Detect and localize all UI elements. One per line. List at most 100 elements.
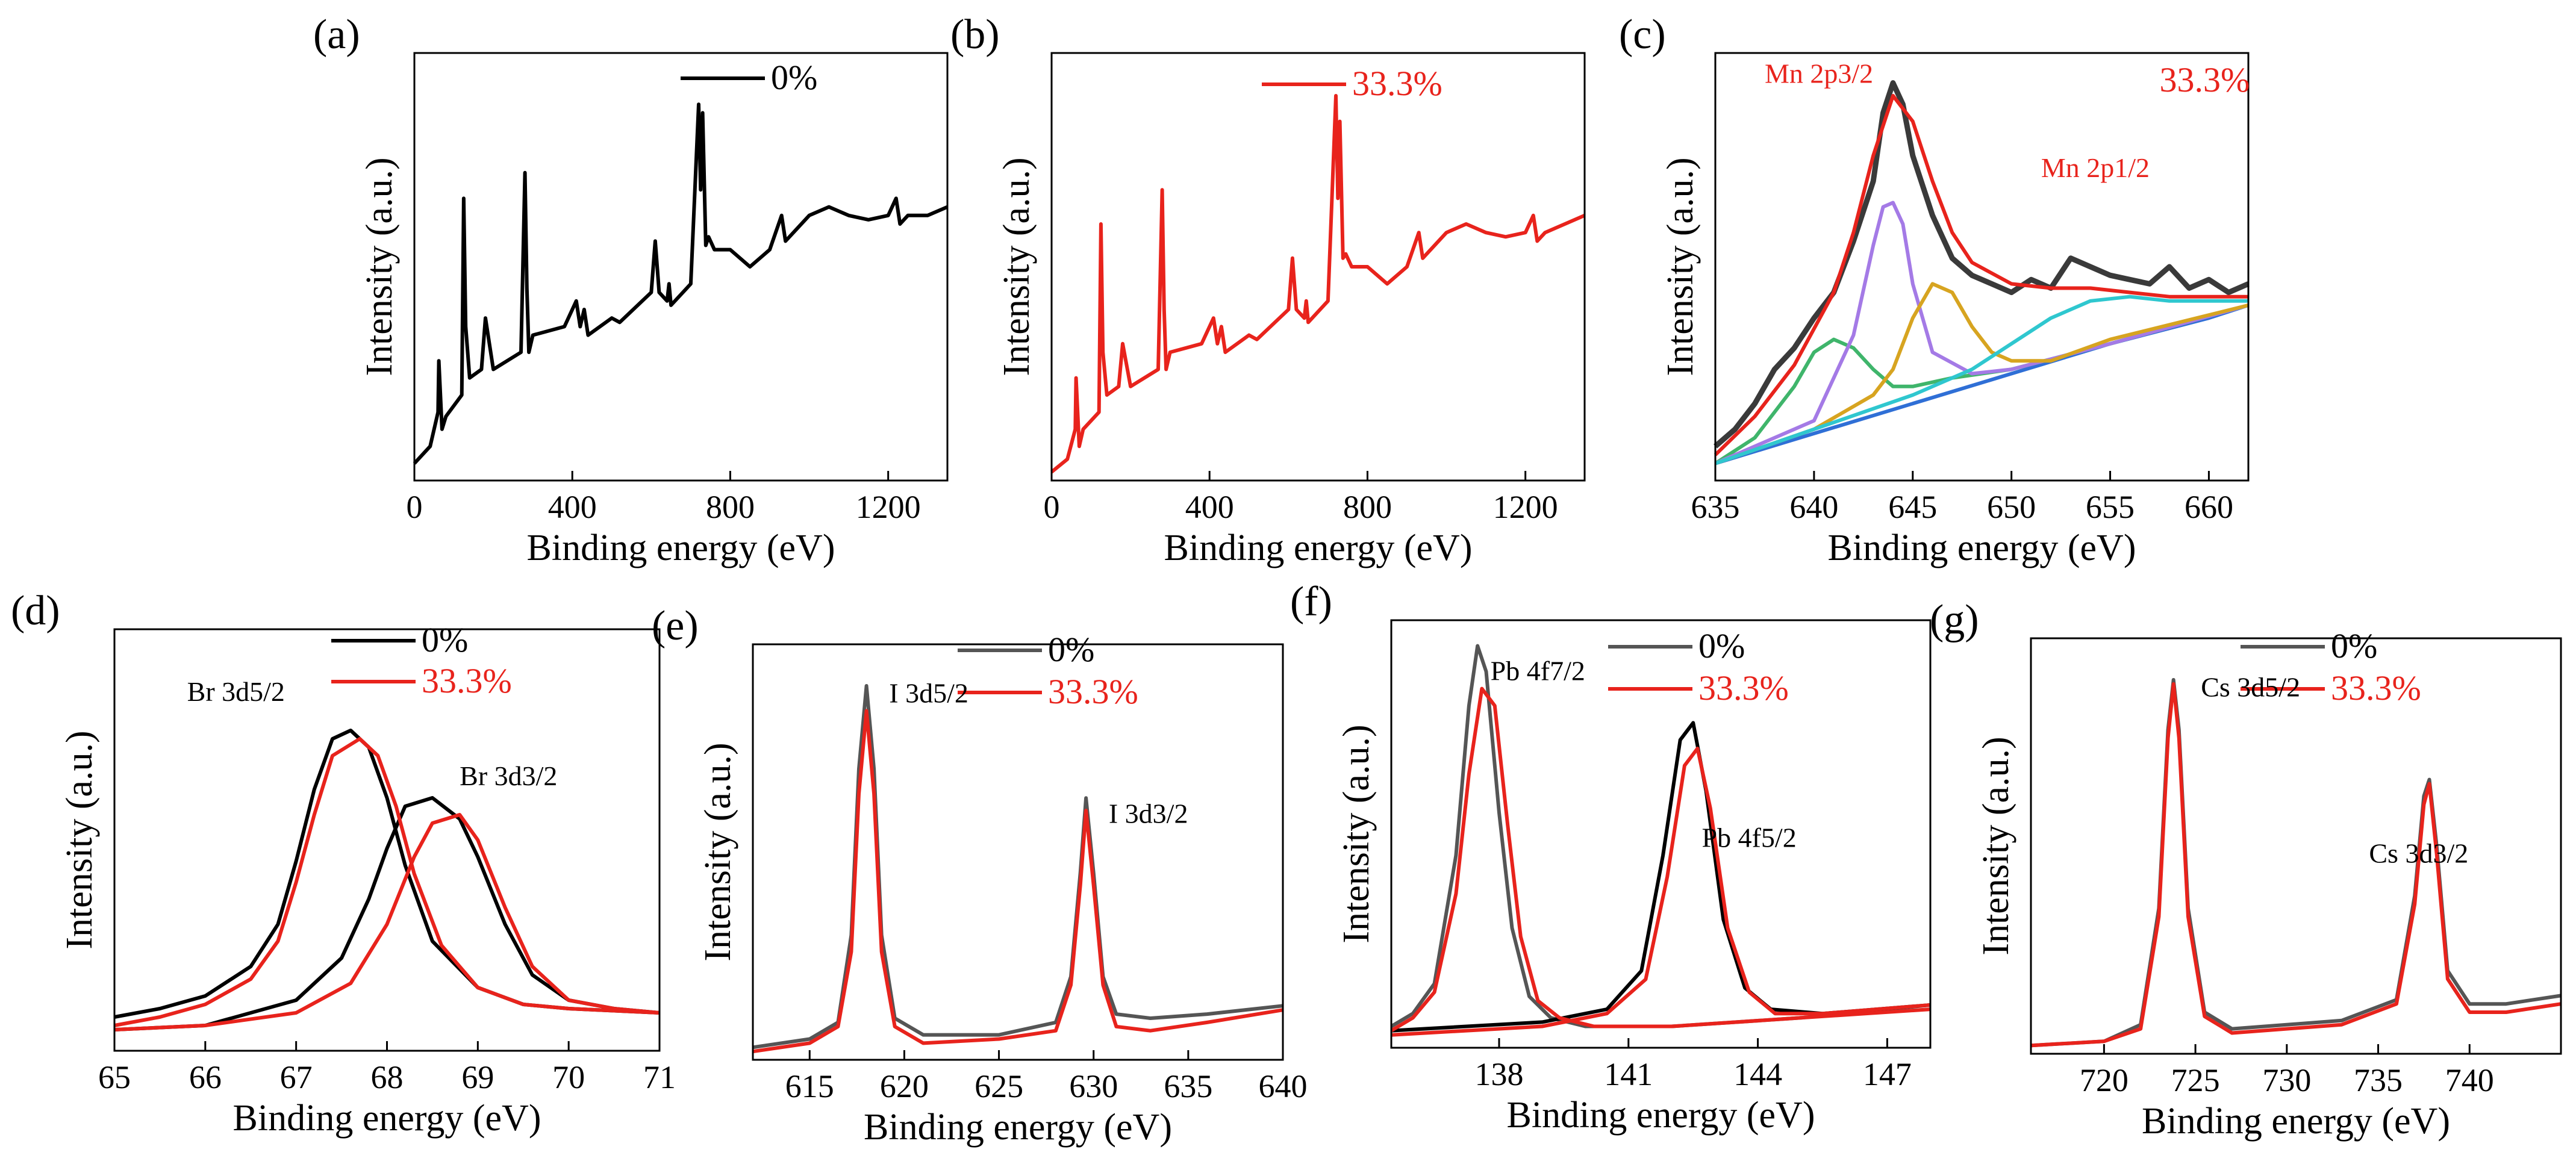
x-tick-label-g-3: 735 <box>2354 1062 2403 1098</box>
legend-label-f-0: 0% <box>1698 626 1745 665</box>
annotation-f-0: Pb 4f7/2 <box>1491 655 1585 686</box>
x-axis-title-f: Binding energy (eV) <box>1507 1095 1815 1136</box>
x-tick-label-f-3: 147 <box>1863 1056 1912 1092</box>
x-tick-label-d-6: 71 <box>643 1059 676 1095</box>
x-tick-label-g-1: 725 <box>2171 1062 2220 1098</box>
x-tick-label-b-0: 0 <box>1044 489 1060 525</box>
x-tick-label-e-0: 615 <box>785 1068 834 1104</box>
series-line-c-0 <box>1714 80 2250 449</box>
x-tick-label-c-2: 645 <box>1888 489 1937 525</box>
legend-label-d-0: 0% <box>422 620 468 659</box>
x-tick-label-e-5: 640 <box>1259 1068 1308 1104</box>
series-line-d-0 <box>114 729 660 1019</box>
panel-label-b: (b) <box>950 11 1000 58</box>
series-line-d-2 <box>114 737 660 1027</box>
x-axis-title-c: Binding energy (eV) <box>1828 527 2136 568</box>
x-axis-title-d: Binding energy (eV) <box>233 1098 541 1139</box>
series-line-f-3 <box>1391 747 1931 1037</box>
annotation-e-0: I 3d5/2 <box>889 678 968 709</box>
x-axis-title-e: Binding energy (eV) <box>864 1107 1172 1148</box>
panel-c: 635 640 645 650 655 660 Binding energy (eV) Int… <box>1619 11 2250 568</box>
legend-label-g-0: 0% <box>2331 626 2377 665</box>
legend-label-e-0: 0% <box>1048 630 1094 669</box>
panel-a: 0 400 800 1200 Binding energy (eV) Intensity … <box>313 11 949 568</box>
panel-label-c: (c) <box>1619 11 1666 58</box>
plot-frame-g <box>2030 637 2562 1055</box>
panel-label-e: (e) <box>652 603 699 649</box>
panel-label-g: (g) <box>1930 597 1979 643</box>
y-axis-title-a: Intensity (a.u.) <box>359 157 400 376</box>
x-tick-label-e-1: 620 <box>880 1068 929 1104</box>
panel-e: 615 620 625 630 635 640 Binding energy (eV) Int… <box>652 603 1308 1148</box>
x-tick-label-b-1: 400 <box>1185 489 1234 525</box>
series-line-f-1 <box>1391 721 1931 1033</box>
x-tick-label-f-1: 141 <box>1604 1056 1653 1092</box>
annotation-g-1: Cs 3d3/2 <box>2369 838 2468 869</box>
series-line-f-0 <box>1390 644 1931 1028</box>
panel-b: 0 400 800 1200 Binding energy (eV) Intensity … <box>950 11 1586 568</box>
x-tick-label-g-4: 740 <box>2445 1062 2494 1098</box>
x-tick-label-d-0: 65 <box>98 1059 131 1095</box>
x-tick-label-e-2: 625 <box>975 1068 1023 1104</box>
series-line-g-0 <box>2030 678 2562 1048</box>
legend-label-f-1: 33.3% <box>1698 668 1789 708</box>
series-line-g-1 <box>2030 682 2562 1048</box>
series-line-c-5 <box>1715 282 2249 465</box>
legend-label-a-0: 0% <box>771 58 817 97</box>
y-axis-title-b: Intensity (a.u.) <box>996 157 1037 376</box>
annotation-c-1: Mn 2p1/2 <box>2041 152 2150 183</box>
series-line-c-6 <box>1715 294 2248 465</box>
annotation-e-1: I 3d3/2 <box>1109 798 1188 829</box>
legend-label-d-1: 33.3% <box>422 661 512 700</box>
annotation-d-0: Br 3d5/2 <box>187 676 285 707</box>
y-axis-title-e: Intensity (a.u.) <box>697 742 738 961</box>
y-axis-title-d: Intensity (a.u.) <box>59 730 100 949</box>
x-tick-label-b-3: 1200 <box>1493 489 1558 525</box>
annotation-f-1: Pb 4f5/2 <box>1702 822 1797 853</box>
x-tick-label-c-5: 660 <box>2185 489 2233 525</box>
y-axis-title-g: Intensity (a.u.) <box>1976 736 2016 955</box>
panel-label-d: (d) <box>11 588 60 634</box>
x-tick-label-e-4: 635 <box>1164 1068 1212 1104</box>
plot-frame-f <box>1390 619 1932 1049</box>
legend-label-e-1: 33.3% <box>1048 672 1138 711</box>
x-tick-label-g-2: 730 <box>2262 1062 2311 1098</box>
annotation-c-2: 33.3% <box>2160 60 2250 99</box>
series-line-e-0 <box>752 684 1283 1050</box>
x-tick-label-e-3: 630 <box>1069 1068 1118 1104</box>
x-tick-label-d-5: 70 <box>552 1059 585 1095</box>
x-tick-label-a-1: 400 <box>548 489 597 525</box>
x-tick-label-c-1: 640 <box>1789 489 1838 525</box>
annotation-g-0: Cs 3d5/2 <box>2201 672 2300 703</box>
x-tick-label-a-2: 800 <box>706 489 755 525</box>
x-tick-label-d-4: 69 <box>461 1059 494 1095</box>
panel-label-f: (f) <box>1290 579 1332 625</box>
series-line-c-4 <box>1714 201 2249 465</box>
series-line-e-1 <box>752 709 1283 1054</box>
panel-f: 138 141 144 147 Binding energy (eV) Intensity… <box>1290 579 1932 1136</box>
annotation-c-0: Mn 2p3/2 <box>1765 58 1873 89</box>
x-axis-title-g: Binding energy (eV) <box>2142 1101 2450 1142</box>
legend-label-b-0: 33.3% <box>1352 64 1442 103</box>
y-axis-title-c: Intensity (a.u.) <box>1660 157 1701 376</box>
plot-frame-a <box>413 52 949 482</box>
series-line-f-2 <box>1390 686 1931 1033</box>
x-tick-label-c-3: 650 <box>1987 489 2036 525</box>
x-tick-label-c-4: 655 <box>2086 489 2135 525</box>
x-tick-label-b-2: 800 <box>1343 489 1392 525</box>
x-tick-label-f-0: 138 <box>1475 1056 1524 1092</box>
x-tick-label-g-0: 720 <box>2080 1062 2128 1098</box>
x-tick-label-f-2: 144 <box>1733 1056 1782 1092</box>
x-tick-label-d-2: 67 <box>280 1059 313 1095</box>
x-tick-label-c-0: 635 <box>1691 489 1740 525</box>
annotation-d-1: Br 3d3/2 <box>460 761 557 791</box>
x-tick-label-d-1: 66 <box>189 1059 222 1095</box>
x-tick-label-a-3: 1200 <box>856 489 921 525</box>
plot-frame-e <box>752 643 1284 1061</box>
series-line-b-0 <box>1050 94 1586 474</box>
panel-label-a: (a) <box>313 11 360 58</box>
plot-frame-c <box>1714 52 2250 482</box>
x-tick-label-a-0: 0 <box>407 489 423 525</box>
